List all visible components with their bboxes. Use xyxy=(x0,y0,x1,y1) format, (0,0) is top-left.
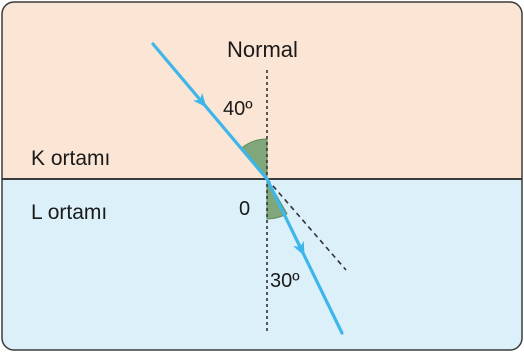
diagram-frame xyxy=(1,1,523,351)
incident-ray-extension xyxy=(266,178,347,271)
incidence-angle-label: 40º xyxy=(223,98,253,120)
medium-k-label: K ortamı xyxy=(31,147,110,170)
refracted-ray-arrowhead xyxy=(293,240,305,256)
incident-ray xyxy=(151,42,269,181)
incident-ray-arrowhead xyxy=(193,92,207,108)
refraction-angle-label: 30º xyxy=(270,270,300,292)
origin-point-label: 0 xyxy=(239,198,250,220)
medium-l-region xyxy=(2,179,522,350)
medium-l-label: L ortamı xyxy=(31,201,107,224)
normal-label: Normal xyxy=(227,37,298,62)
